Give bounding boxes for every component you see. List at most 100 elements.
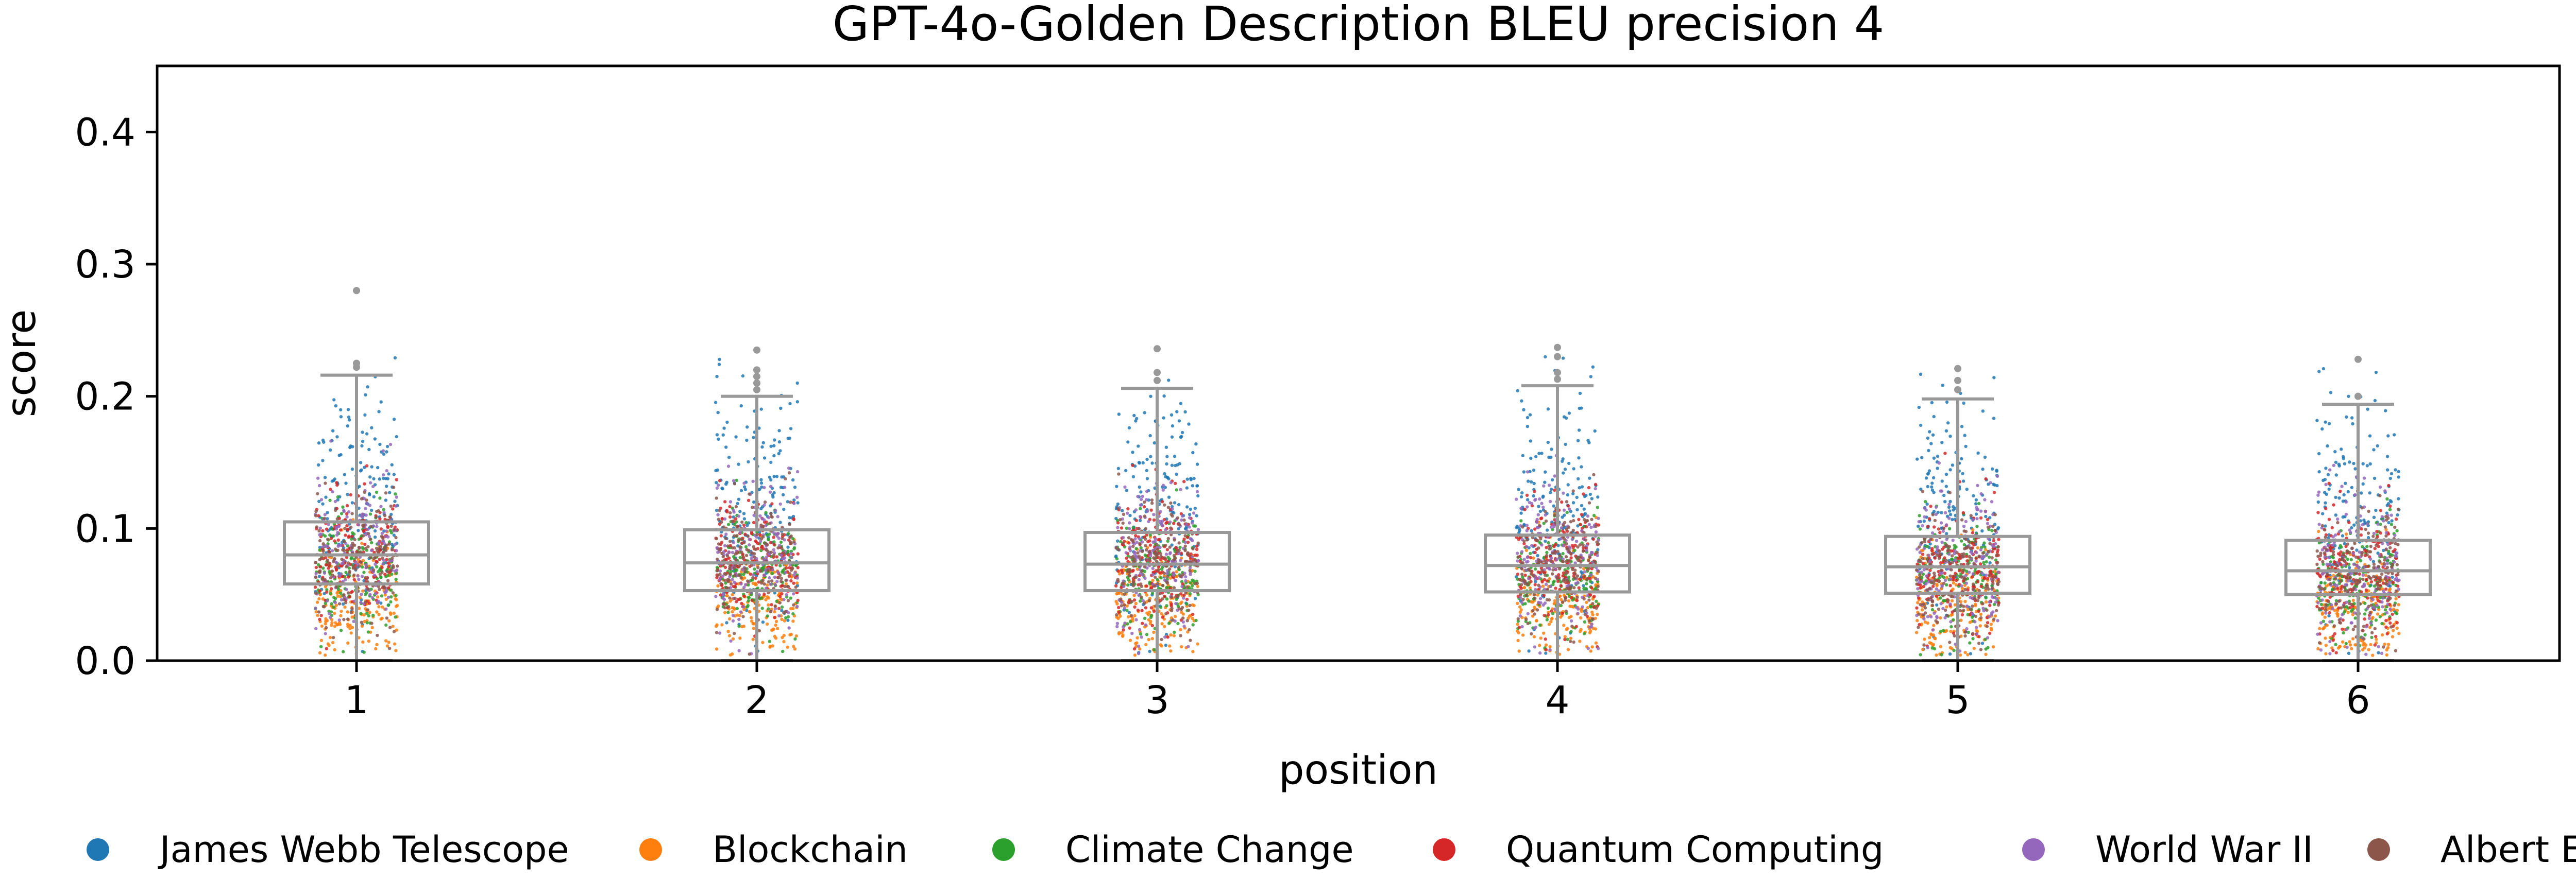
data-point <box>1185 597 1189 601</box>
data-point <box>1116 502 1120 506</box>
data-point <box>364 533 368 537</box>
data-point <box>340 562 344 566</box>
data-point <box>1195 544 1199 548</box>
data-point <box>738 510 742 513</box>
data-point <box>731 550 735 555</box>
data-point <box>317 484 321 488</box>
data-point <box>350 501 354 505</box>
data-point <box>1543 571 1547 575</box>
data-point <box>1177 419 1181 423</box>
data-point <box>777 440 782 444</box>
data-point <box>1158 592 1162 595</box>
data-point <box>1948 513 1953 516</box>
data-point <box>750 619 754 623</box>
data-point <box>1165 572 1169 575</box>
data-point <box>1920 608 1924 612</box>
data-point <box>1534 497 1537 502</box>
data-point <box>329 439 333 443</box>
data-point <box>350 534 354 538</box>
data-point <box>364 563 368 566</box>
data-point <box>1523 582 1527 586</box>
data-point <box>1170 595 1174 599</box>
data-point <box>1993 513 1997 516</box>
data-point <box>368 481 372 485</box>
data-point <box>1948 499 1952 504</box>
data-point <box>332 605 335 609</box>
data-point <box>1128 626 1131 630</box>
data-point <box>722 525 726 529</box>
data-point <box>321 502 325 506</box>
data-point <box>1537 524 1541 527</box>
data-point <box>324 626 328 630</box>
data-point <box>1960 586 1964 591</box>
data-point <box>784 571 787 575</box>
data-point <box>1171 424 1175 428</box>
data-point <box>746 604 750 608</box>
data-point <box>718 578 722 582</box>
data-point <box>1569 636 1573 640</box>
data-point <box>724 532 728 536</box>
data-point <box>360 444 364 448</box>
data-point <box>778 601 782 605</box>
data-point <box>1578 556 1582 559</box>
data-point <box>387 586 391 590</box>
data-point <box>1575 508 1579 512</box>
data-point <box>1571 492 1575 495</box>
data-point <box>1555 577 1559 580</box>
data-point <box>1561 574 1565 578</box>
data-point <box>1933 611 1936 615</box>
data-point <box>1149 455 1153 458</box>
data-point <box>792 540 796 544</box>
data-point <box>762 503 766 507</box>
data-point <box>336 495 340 499</box>
data-point <box>752 627 756 630</box>
data-point <box>1569 510 1572 513</box>
data-point <box>383 517 387 521</box>
data-point <box>325 527 329 531</box>
data-point <box>1583 612 1587 616</box>
data-point <box>1948 509 1952 513</box>
data-point <box>1936 547 1939 551</box>
data-point <box>360 575 364 578</box>
data-point <box>374 562 377 566</box>
data-point <box>1519 495 1523 499</box>
data-point <box>1168 567 1172 571</box>
data-point <box>753 555 756 559</box>
data-point <box>1528 586 1532 590</box>
data-point <box>733 546 737 550</box>
data-point <box>1522 586 1527 590</box>
data-point <box>1116 569 1120 573</box>
data-point <box>1149 394 1153 398</box>
data-point <box>375 525 379 528</box>
data-point <box>1163 503 1166 507</box>
data-point <box>325 588 329 592</box>
data-point <box>381 556 384 560</box>
data-point <box>1535 608 1539 612</box>
data-point <box>748 492 751 496</box>
data-point <box>724 445 728 449</box>
data-point <box>1929 505 1933 508</box>
data-point <box>1921 553 1925 556</box>
data-point <box>1946 598 1950 602</box>
data-point <box>1133 653 1137 657</box>
data-point <box>1971 615 1974 619</box>
data-point <box>1530 544 1534 547</box>
data-point <box>1574 540 1579 543</box>
data-point <box>1984 477 1988 481</box>
data-point <box>1932 624 1936 627</box>
data-point <box>366 545 370 549</box>
data-point <box>365 611 369 615</box>
data-point <box>336 594 340 598</box>
data-point <box>1947 527 1952 530</box>
data-point <box>324 556 328 560</box>
data-point <box>774 509 777 512</box>
data-point <box>328 615 332 619</box>
data-point <box>1933 636 1937 640</box>
data-point <box>1533 577 1537 581</box>
data-point <box>1936 545 1939 549</box>
data-point <box>1164 445 1168 449</box>
data-point <box>769 582 773 586</box>
data-point <box>1939 629 1943 633</box>
data-point <box>1942 575 1946 579</box>
data-point <box>1176 516 1179 520</box>
